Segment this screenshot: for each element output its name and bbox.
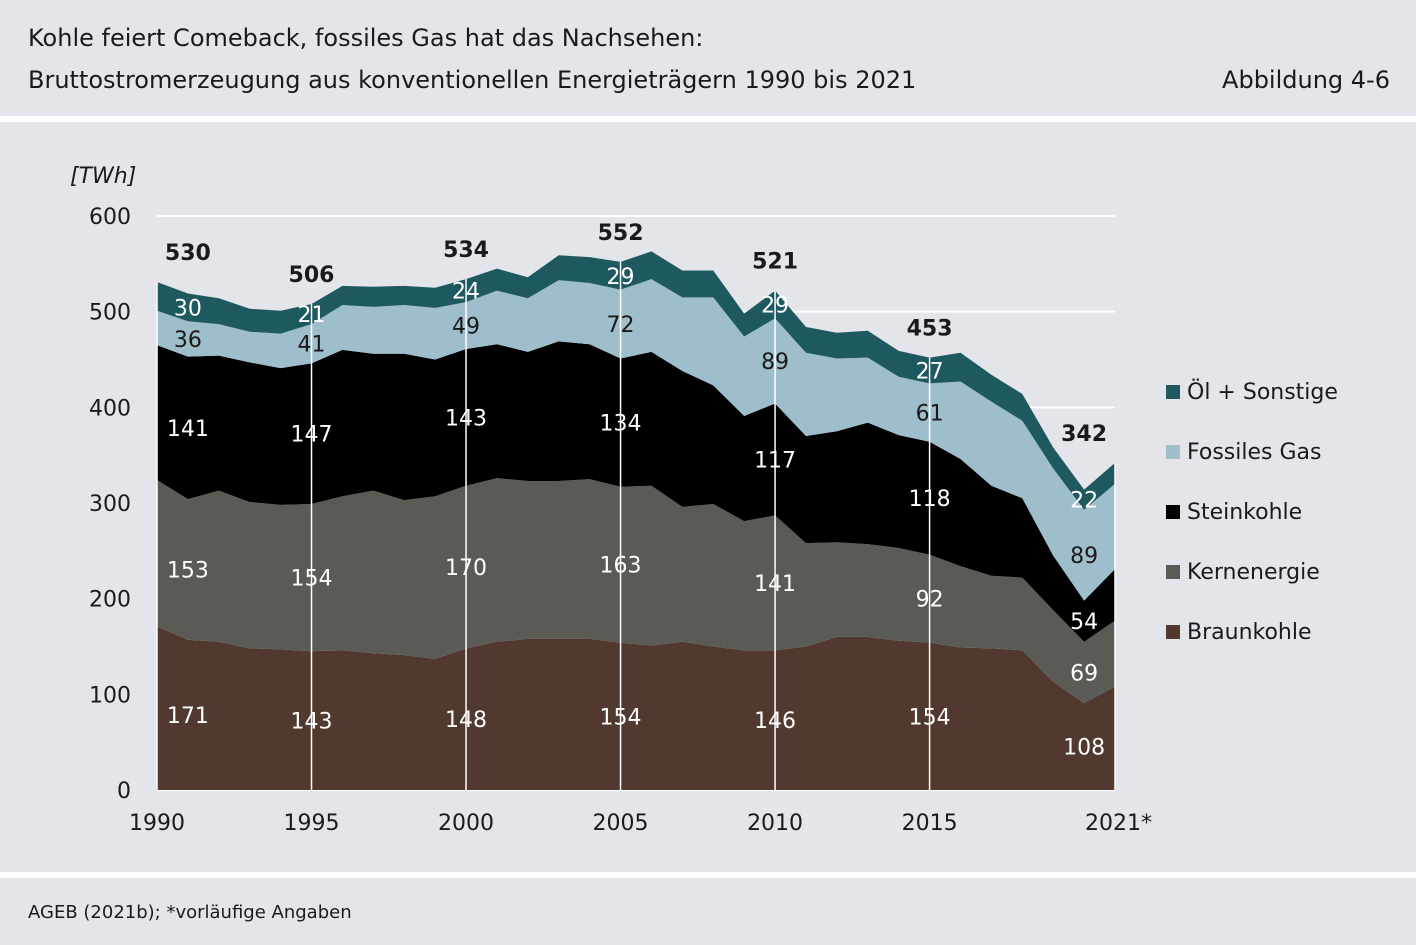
x-tick-label: 2005 — [593, 811, 649, 836]
data-label: 143 — [291, 710, 333, 735]
data-label: 146 — [754, 709, 796, 734]
x-tick-label: 1990 — [129, 811, 185, 836]
data-label: 147 — [291, 423, 333, 448]
legend-swatch — [1166, 505, 1180, 519]
legend-label: Braunkohle — [1187, 619, 1312, 645]
data-label: 54 — [1070, 610, 1098, 635]
legend-item: Fossiles Gas — [1166, 422, 1338, 482]
y-axis-label: [TWh] — [70, 164, 136, 189]
data-label: 141 — [754, 572, 796, 597]
y-tick-label: 100 — [89, 683, 131, 708]
legend-item: Steinkohle — [1166, 482, 1338, 542]
total-label: 530 — [165, 241, 211, 266]
x-tick-label: 2000 — [438, 811, 494, 836]
data-label: 22 — [1070, 489, 1098, 514]
data-label: 143 — [445, 406, 487, 431]
chart-panel: 0 100 200 300 400 500 600 [TWh] 1990 1995 2000 2005… — [0, 122, 1416, 872]
data-label: 69 — [1070, 661, 1098, 686]
data-label: 92 — [916, 588, 944, 613]
data-label: 89 — [761, 350, 789, 375]
chart-header: Kohle feiert Comeback, fossiles Gas hat … — [0, 0, 1416, 116]
legend-swatch — [1166, 385, 1180, 399]
data-label: 108 — [1063, 735, 1105, 760]
data-label: 72 — [607, 313, 635, 338]
y-tick-label: 500 — [89, 301, 131, 326]
area-öl-sonstige — [157, 251, 1115, 510]
legend-label: Steinkohle — [1187, 499, 1303, 525]
data-label: 117 — [754, 448, 796, 473]
data-label: 36 — [174, 328, 202, 353]
area-steinkohle — [157, 341, 1115, 642]
data-label: 49 — [452, 315, 480, 340]
area-fossiles-gas — [157, 279, 1115, 601]
data-label: 21 — [298, 303, 326, 328]
figure-number: Abbildung 4-6 — [1222, 66, 1390, 94]
total-label: 552 — [598, 221, 644, 246]
total-label: 506 — [289, 263, 335, 288]
legend-item: Kernenergie — [1166, 542, 1338, 602]
legend-item: Braunkohle — [1166, 602, 1338, 662]
x-tick-label: 2015 — [902, 811, 958, 836]
total-label: 534 — [443, 238, 489, 263]
data-label: 134 — [600, 412, 642, 437]
data-label: 154 — [600, 705, 642, 730]
total-label: 521 — [752, 250, 798, 275]
data-label: 163 — [600, 554, 642, 579]
total-label: 453 — [907, 317, 953, 342]
legend-label: Öl + Sonstige — [1187, 379, 1338, 405]
y-tick-label: 0 — [117, 779, 131, 804]
data-label: 154 — [909, 705, 951, 730]
legend-swatch — [1166, 565, 1180, 579]
x-tick-label: 1995 — [284, 811, 340, 836]
data-label: 170 — [445, 556, 487, 581]
data-label: 171 — [167, 704, 209, 729]
area-braunkohle — [157, 626, 1115, 790]
data-label: 29 — [607, 265, 635, 290]
legend-item: Öl + Sonstige — [1166, 362, 1338, 422]
data-label: 61 — [916, 402, 944, 427]
y-tick-label: 400 — [89, 396, 131, 421]
total-label: 342 — [1061, 422, 1107, 447]
y-tick-label: 200 — [89, 588, 131, 613]
data-label: 29 — [761, 293, 789, 318]
data-label: 27 — [916, 360, 944, 385]
y-tick-label: 300 — [89, 492, 131, 517]
data-label: 41 — [298, 333, 326, 358]
legend-label: Fossiles Gas — [1187, 439, 1322, 465]
chart-title: Kohle feiert Comeback, fossiles Gas hat … — [28, 24, 704, 52]
data-label: 141 — [167, 417, 209, 442]
legend-label: Kernenergie — [1187, 559, 1320, 585]
data-label: 30 — [174, 296, 202, 321]
source-note: AGEB (2021b); *vorläufige Angaben — [28, 902, 352, 923]
x-tick-label: 2010 — [747, 811, 803, 836]
area-kernenergie — [157, 478, 1115, 703]
data-label: 148 — [445, 708, 487, 733]
legend-swatch — [1166, 445, 1180, 459]
data-label: 24 — [452, 280, 480, 305]
y-tick-label: 600 — [89, 205, 131, 230]
chart-subtitle: Bruttostromerzeugung aus konventionellen… — [28, 66, 917, 94]
data-label: 89 — [1070, 544, 1098, 569]
stacked-area-chart: 0 100 200 300 400 500 600 [TWh] 1990 1995 2000 2005… — [70, 164, 1152, 836]
legend: Öl + Sonstige Fossiles Gas Steinkohle Kerne… — [1166, 362, 1338, 662]
x-tick-label: 2021* — [1085, 811, 1152, 836]
data-label: 154 — [291, 567, 333, 592]
chart-footer: AGEB (2021b); *vorläufige Angaben — [0, 878, 1416, 945]
legend-swatch — [1166, 625, 1180, 639]
data-label: 153 — [167, 558, 209, 583]
data-label: 118 — [909, 487, 951, 512]
